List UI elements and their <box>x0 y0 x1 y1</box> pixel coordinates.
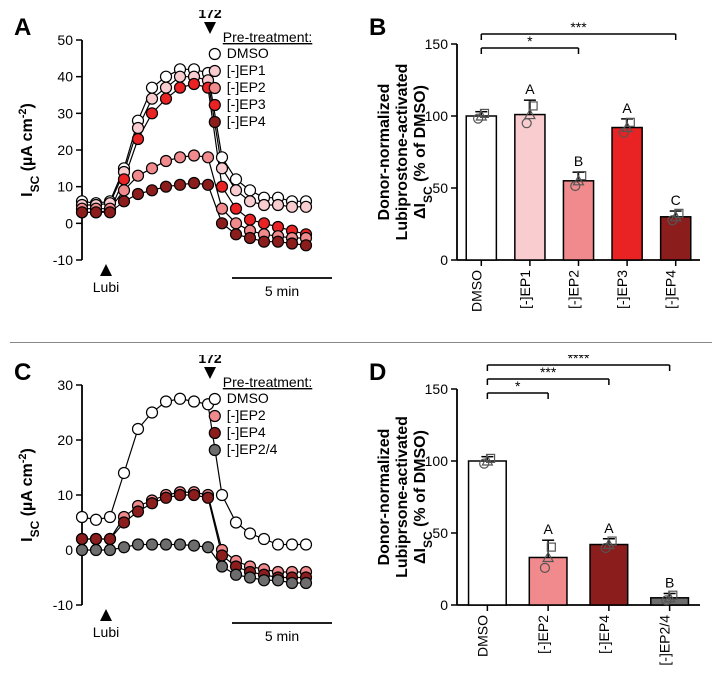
svg-text:****: **** <box>568 355 590 366</box>
panel-c-chart: -10 0 10 20 30 ISC (µA cm-2) Lubi 172 5 min Pre-t… <box>10 355 357 675</box>
svg-text:-10: -10 <box>53 252 73 268</box>
svg-text:30: 30 <box>57 377 73 393</box>
svg-text:***: *** <box>570 19 587 35</box>
svg-text:A: A <box>525 81 535 97</box>
panel-c: C -10 0 10 20 30 ISC (µA cm-2) Lubi 172 5 min Pre… <box>10 355 357 675</box>
svg-text:Lubiprsone-activated: Lubiprsone-activated <box>394 416 411 578</box>
svg-text:[-]EP3: [-]EP3 <box>227 96 266 112</box>
svg-text:A: A <box>622 100 632 116</box>
svg-text:ISC (µA cm-2): ISC (µA cm-2) <box>17 448 42 542</box>
panel-d: D 050100150Donor-normalizedLubiprsone-ac… <box>365 355 712 675</box>
svg-text:20: 20 <box>57 142 73 158</box>
svg-text:10: 10 <box>57 179 73 195</box>
svg-text:ΔISC (% of DMSO): ΔISC (% of DMSO) <box>412 85 435 219</box>
svg-text:5 min: 5 min <box>265 628 299 644</box>
panel-d-chart: 050100150Donor-normalizedLubiprsone-acti… <box>365 355 712 675</box>
panel-d-label: D <box>369 359 386 387</box>
svg-text:10: 10 <box>57 487 73 503</box>
svg-text:0: 0 <box>440 252 448 268</box>
svg-text:DMSO: DMSO <box>468 270 484 312</box>
svg-text:DMSO: DMSO <box>227 45 269 61</box>
svg-text:[-]EP1: [-]EP1 <box>517 270 533 309</box>
panel-divider <box>10 342 712 343</box>
svg-text:172: 172 <box>198 355 222 366</box>
svg-text:50: 50 <box>57 32 73 48</box>
svg-text:5 min: 5 min <box>265 283 299 299</box>
panel-c-label: C <box>14 359 31 387</box>
panel-a: A -10 0 10 20 30 40 50 ISC (µA cm-2) Lubi 172 5 mi… <box>10 10 357 330</box>
panel-b-label: B <box>369 14 386 42</box>
svg-text:Lubiprostone-activated: Lubiprostone-activated <box>394 64 411 241</box>
svg-text:150: 150 <box>425 36 449 52</box>
svg-text:Donor-normalized: Donor-normalized <box>376 429 393 566</box>
svg-text:40: 40 <box>57 69 73 85</box>
svg-text:[-]EP2: [-]EP2 <box>227 79 266 95</box>
svg-text:Pre-treatment:: Pre-treatment: <box>223 29 312 45</box>
svg-text:0: 0 <box>65 542 73 558</box>
svg-text:Pre-treatment:: Pre-treatment: <box>223 374 312 390</box>
svg-text:-10: -10 <box>53 597 73 613</box>
panel-a-label: A <box>14 14 31 42</box>
svg-text:DMSO: DMSO <box>227 390 269 406</box>
svg-text:B: B <box>574 153 583 169</box>
svg-text:0: 0 <box>65 215 73 231</box>
svg-text:20: 20 <box>57 432 73 448</box>
svg-text:[-]EP2/4: [-]EP2/4 <box>227 441 278 457</box>
svg-text:[-]EP2: [-]EP2 <box>566 270 582 309</box>
svg-text:Lubi: Lubi <box>93 624 119 640</box>
svg-text:*: * <box>527 33 533 49</box>
svg-text:[-]EP4: [-]EP4 <box>227 424 266 440</box>
svg-text:30: 30 <box>57 105 73 121</box>
svg-text:A: A <box>543 521 553 537</box>
svg-text:Donor-normalized: Donor-normalized <box>376 84 393 221</box>
svg-text:[-]EP3: [-]EP3 <box>614 270 630 309</box>
svg-text:***: *** <box>540 364 557 380</box>
svg-text:ISC (µA cm-2): ISC (µA cm-2) <box>17 103 42 197</box>
svg-text:*: * <box>515 378 521 394</box>
svg-text:[-]EP2: [-]EP2 <box>227 407 266 423</box>
svg-text:150: 150 <box>425 381 449 397</box>
svg-text:[-]EP1: [-]EP1 <box>227 62 266 78</box>
panel-b-chart: 050100150Donor-normalizedLubiprostone-ac… <box>365 10 712 330</box>
svg-text:DMSO: DMSO <box>474 615 490 657</box>
svg-text:ΔISC (% of DMSO): ΔISC (% of DMSO) <box>412 430 435 564</box>
svg-text:0: 0 <box>440 597 448 613</box>
svg-text:[-]EP4: [-]EP4 <box>596 615 612 654</box>
svg-text:[-]EP2: [-]EP2 <box>535 615 551 654</box>
svg-text:A: A <box>604 520 614 536</box>
svg-text:[-]EP4: [-]EP4 <box>663 270 679 309</box>
svg-text:[-]EP4: [-]EP4 <box>227 113 266 129</box>
svg-text:C: C <box>671 192 681 208</box>
panel-a-chart: -10 0 10 20 30 40 50 ISC (µA cm-2) Lubi 172 5 min P… <box>10 10 357 330</box>
svg-text:172: 172 <box>198 10 222 21</box>
svg-text:B: B <box>665 574 674 590</box>
svg-text:Lubi: Lubi <box>93 279 119 295</box>
panel-b: B 050100150Donor-normalizedLubiprostone-… <box>365 10 712 330</box>
svg-text:[-]EP2/4: [-]EP2/4 <box>657 615 673 666</box>
